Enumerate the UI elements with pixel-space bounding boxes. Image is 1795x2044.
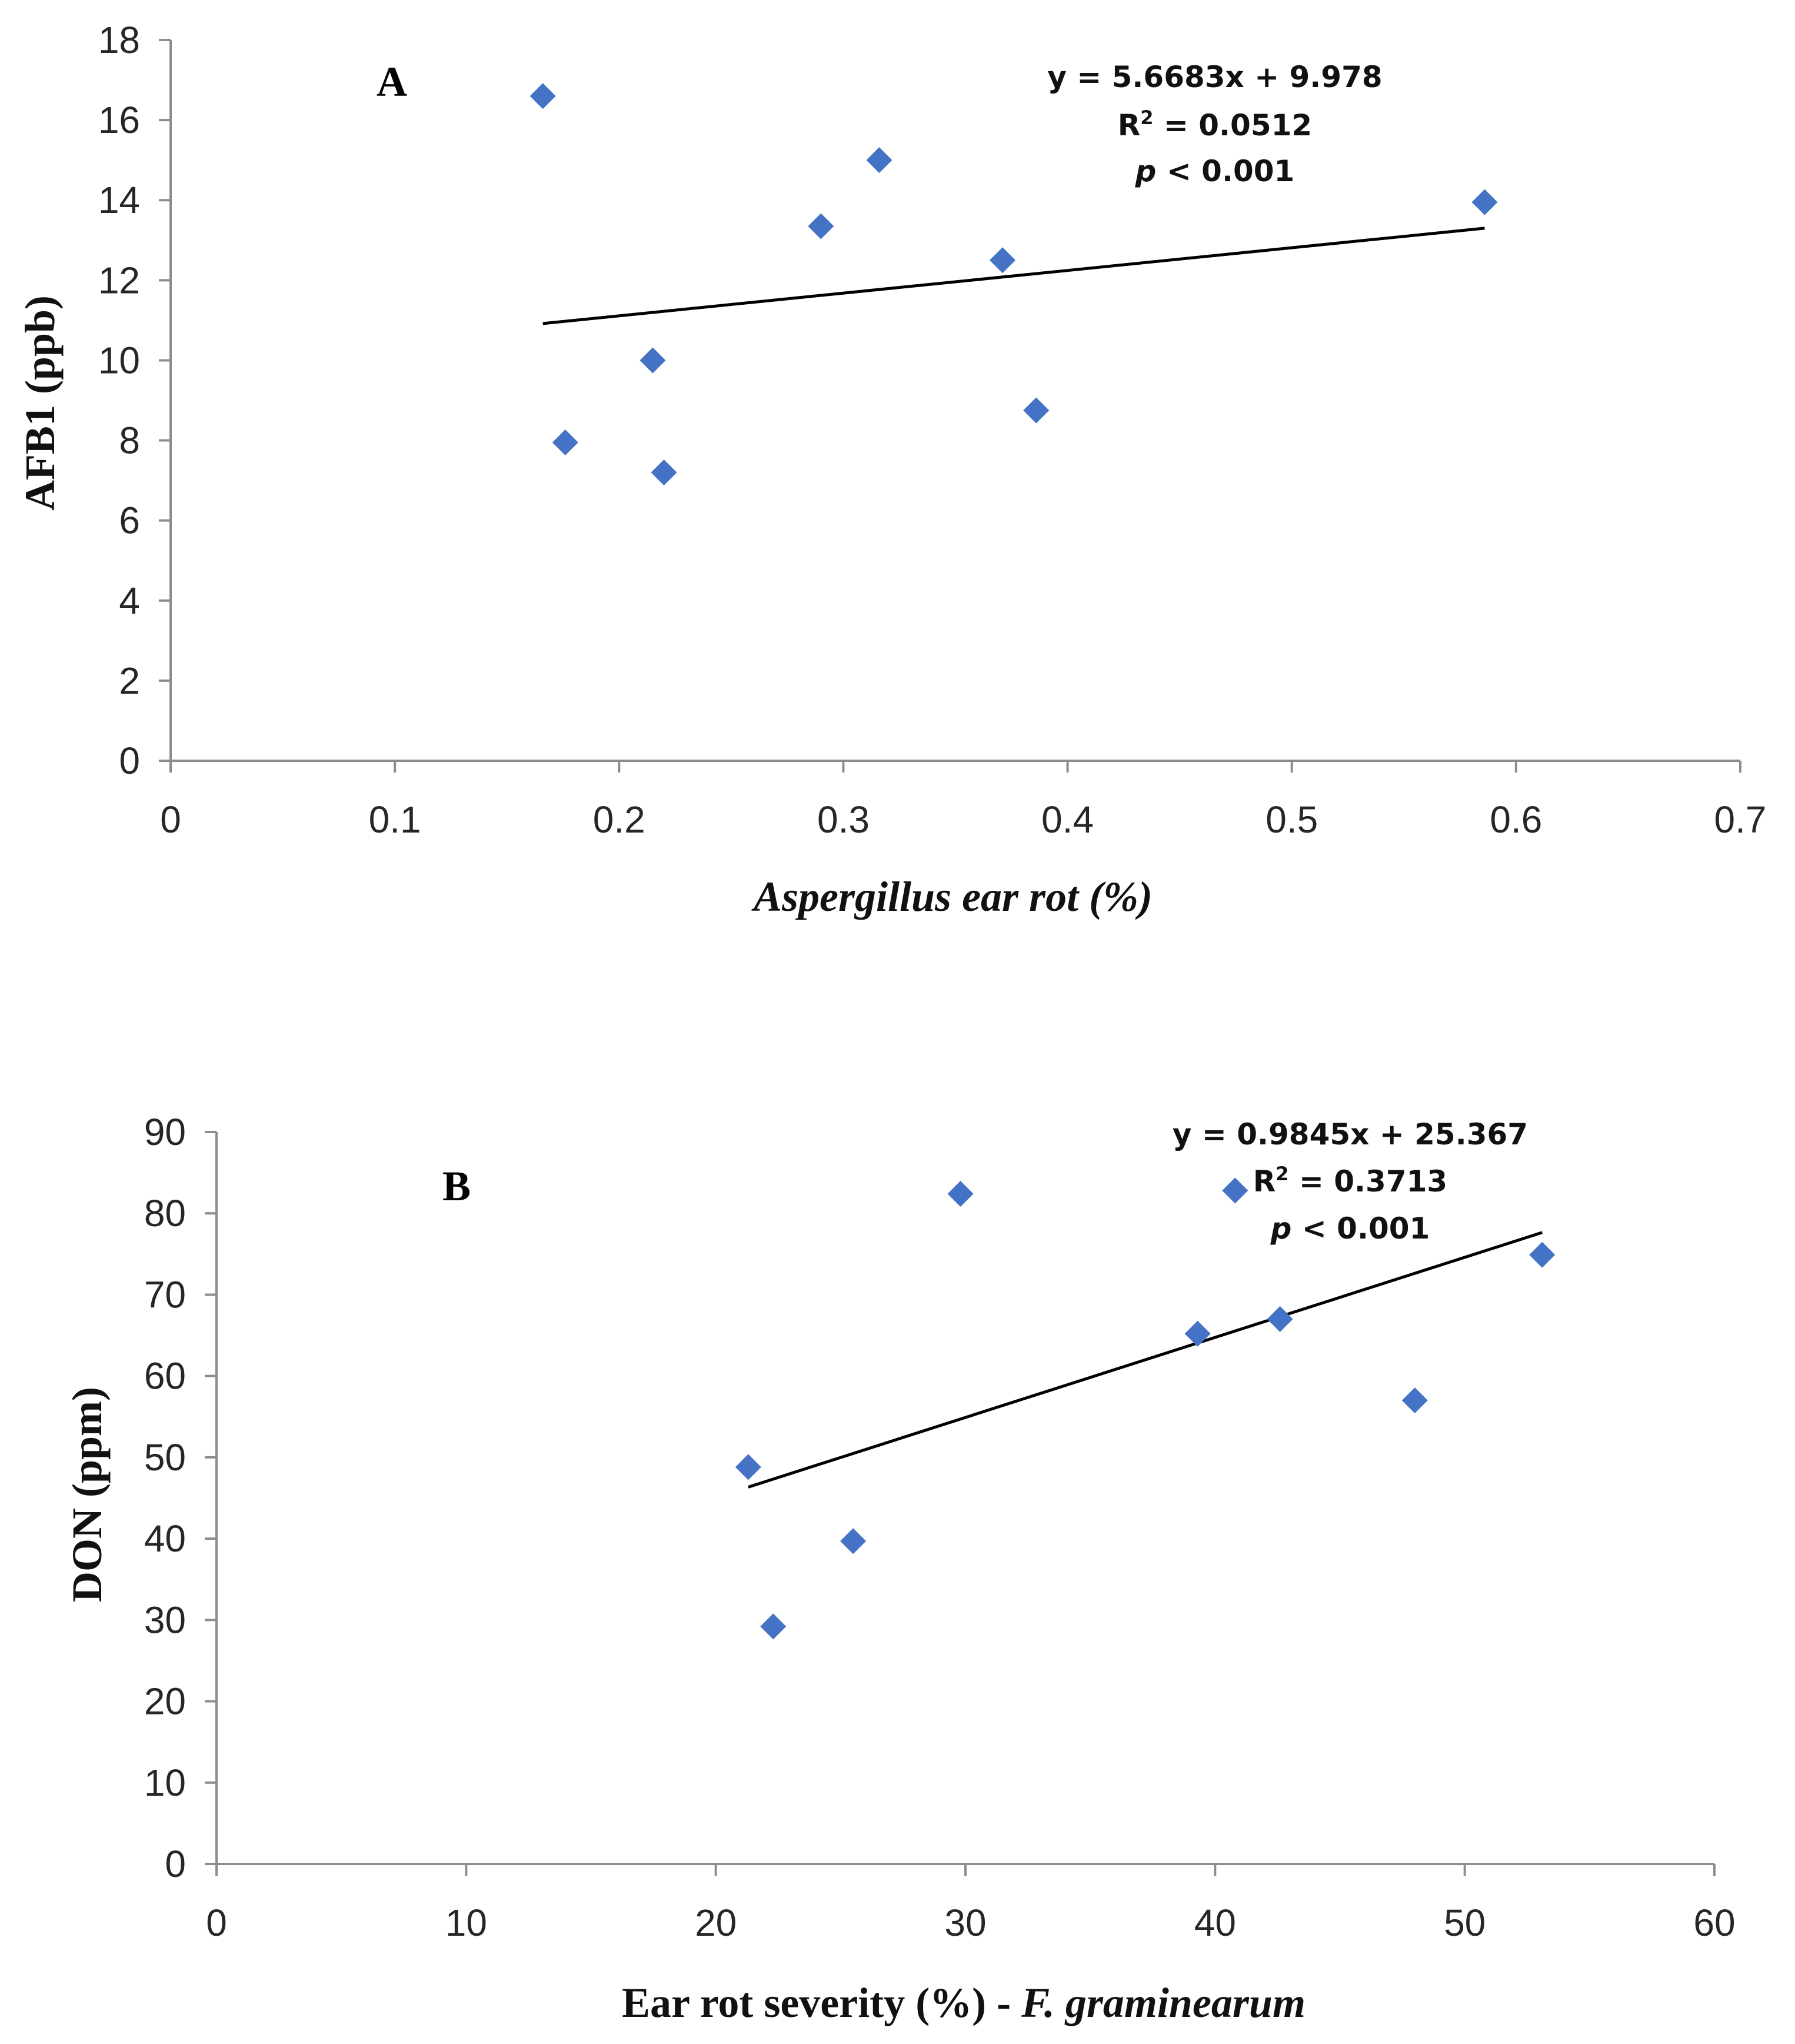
- panel-a-p-value: p < 0.001: [1135, 154, 1295, 188]
- panel-b-r2-prefix: R: [1253, 1164, 1276, 1199]
- panel-b-data-point: [1529, 1241, 1556, 1268]
- panel-a-x-tick-label: 0.5: [1266, 798, 1318, 841]
- panel-b-p-value: p < 0.001: [1270, 1211, 1430, 1246]
- panel-a-trendline: [542, 227, 1485, 325]
- panel-a-data-point: [866, 147, 892, 174]
- panel-b-trendline: [748, 1231, 1543, 1489]
- panel-b-x-tick-label: 40: [1194, 1902, 1236, 1944]
- panel-b-x-tick-label: 0: [206, 1902, 227, 1944]
- panel-a-y-tick-label: 8: [119, 420, 140, 462]
- panel-a-y-axis-title: AFB1 (ppb): [16, 295, 64, 511]
- panel-b-data-point: [735, 1454, 761, 1480]
- panel-b-y-tick-label: 60: [144, 1355, 186, 1397]
- panel-a-equation: y = 5.6683x + 9.978: [1047, 60, 1382, 94]
- panel-a-r2-sup: 2: [1140, 106, 1153, 129]
- panel-a-x-tick-label: 0.3: [817, 798, 870, 841]
- panel-b-r-squared: R2 = 0.3713: [1253, 1163, 1447, 1199]
- panel-b-y-axis-title: DON (ppm): [64, 1387, 111, 1602]
- panel-b-data-point: [947, 1181, 974, 1207]
- panel-b-r2-value: = 0.3713: [1289, 1164, 1448, 1199]
- panel-a-x-tick-label: 0.7: [1714, 798, 1767, 841]
- panel-b-data-point: [1184, 1320, 1211, 1347]
- panel-a-x-tick-label: 0: [160, 798, 181, 841]
- panel-b-x-tick-label: 20: [695, 1902, 737, 1944]
- panel-a-y-tick-label: 6: [119, 500, 140, 542]
- panel-a-x-tick-label: 0.4: [1041, 798, 1094, 841]
- panel-a-letter: A: [377, 58, 407, 105]
- panel-b-data-point: [840, 1528, 867, 1554]
- panel-a-data-point: [990, 247, 1016, 274]
- panel-b-x-tick-label: 10: [445, 1902, 487, 1944]
- panel-a-x-tick-label: 0.6: [1490, 798, 1542, 841]
- panel-b-x-axis-title: Ear rot severity (%) - F. graminearum: [622, 1979, 1306, 2026]
- panel-b-p-text: < 0.001: [1291, 1211, 1430, 1246]
- panel-a-x-axis-title: Aspergillus ear rot (%): [751, 873, 1153, 920]
- panel-a-data-point: [552, 429, 578, 455]
- panel-b-x-tick-label: 30: [944, 1902, 986, 1944]
- panel-b-y-tick-label: 80: [144, 1192, 186, 1234]
- panel-b-y-tick-label: 20: [144, 1680, 186, 1723]
- panel-b-y-tick-label: 30: [144, 1599, 186, 1641]
- panel-a-x-tick-label: 0.1: [369, 798, 421, 841]
- panel-b-y-tick-label: 40: [144, 1517, 186, 1560]
- panel-a-r2-prefix: R: [1118, 108, 1141, 142]
- panel-b-x-axis-title-species: F. graminearum: [1021, 1979, 1306, 2026]
- panel-a-data-point: [529, 83, 556, 109]
- panel-a-y-tick-label: 14: [98, 179, 140, 221]
- panel-b-equation: y = 0.9845x + 25.367: [1173, 1117, 1528, 1151]
- panel-b-x-tick-label: 60: [1693, 1902, 1735, 1944]
- panel-b-chart: B y = 0.9845x + 25.367 R2 = 0.3713 p < 0…: [64, 1111, 1736, 2026]
- panel-a-y-tick-label: 16: [98, 99, 140, 141]
- panel-a-data-point: [1471, 189, 1498, 215]
- panel-a-data-point: [651, 460, 677, 485]
- panel-b-letter: B: [442, 1163, 471, 1210]
- panel-a-p-symbol: p: [1135, 154, 1157, 188]
- panel-b-x-tick-label: 50: [1444, 1902, 1486, 1944]
- panel-a-p-text: < 0.001: [1156, 154, 1294, 188]
- panel-b-y-tick-label: 70: [144, 1273, 186, 1316]
- panel-a-data-point: [808, 213, 834, 239]
- panel-a-r-squared: R2 = 0.0512: [1118, 106, 1312, 142]
- panel-b-y-tick-label: 10: [144, 1762, 186, 1804]
- panel-b-p-symbol: p: [1270, 1211, 1292, 1246]
- panel-a-y-tick-label: 18: [98, 19, 140, 61]
- panel-b-data-point: [760, 1613, 787, 1640]
- panel-a-y-tick-label: 2: [119, 660, 140, 702]
- panel-b-y-tick-label: 50: [144, 1436, 186, 1479]
- panel-b-y-tick-label: 90: [144, 1111, 186, 1153]
- panel-a-y-tick-label: 10: [98, 339, 140, 381]
- panel-a-data-point: [640, 347, 666, 374]
- panel-b-data-point: [1222, 1177, 1248, 1204]
- panel-a-chart: A y = 5.6683x + 9.978 R2 = 0.0512 p < 0.…: [16, 19, 1766, 920]
- panel-a-r2-value: = 0.0512: [1154, 108, 1313, 142]
- panel-b-r2-sup: 2: [1276, 1163, 1288, 1185]
- panel-b-data-point: [1267, 1306, 1293, 1332]
- panel-a-data-point: [1023, 397, 1050, 424]
- panel-a-y-tick-label: 12: [98, 259, 140, 301]
- panel-a-x-tick-label: 0.2: [593, 798, 645, 841]
- panel-b-data-point: [1401, 1387, 1428, 1414]
- panel-a-y-tick-label: 4: [119, 580, 140, 622]
- panel-b-x-axis-title-main: Ear rot severity (%) -: [622, 1979, 1021, 2026]
- panel-b-y-tick-label: 0: [165, 1843, 186, 1885]
- panel-a-y-tick-label: 0: [119, 740, 140, 782]
